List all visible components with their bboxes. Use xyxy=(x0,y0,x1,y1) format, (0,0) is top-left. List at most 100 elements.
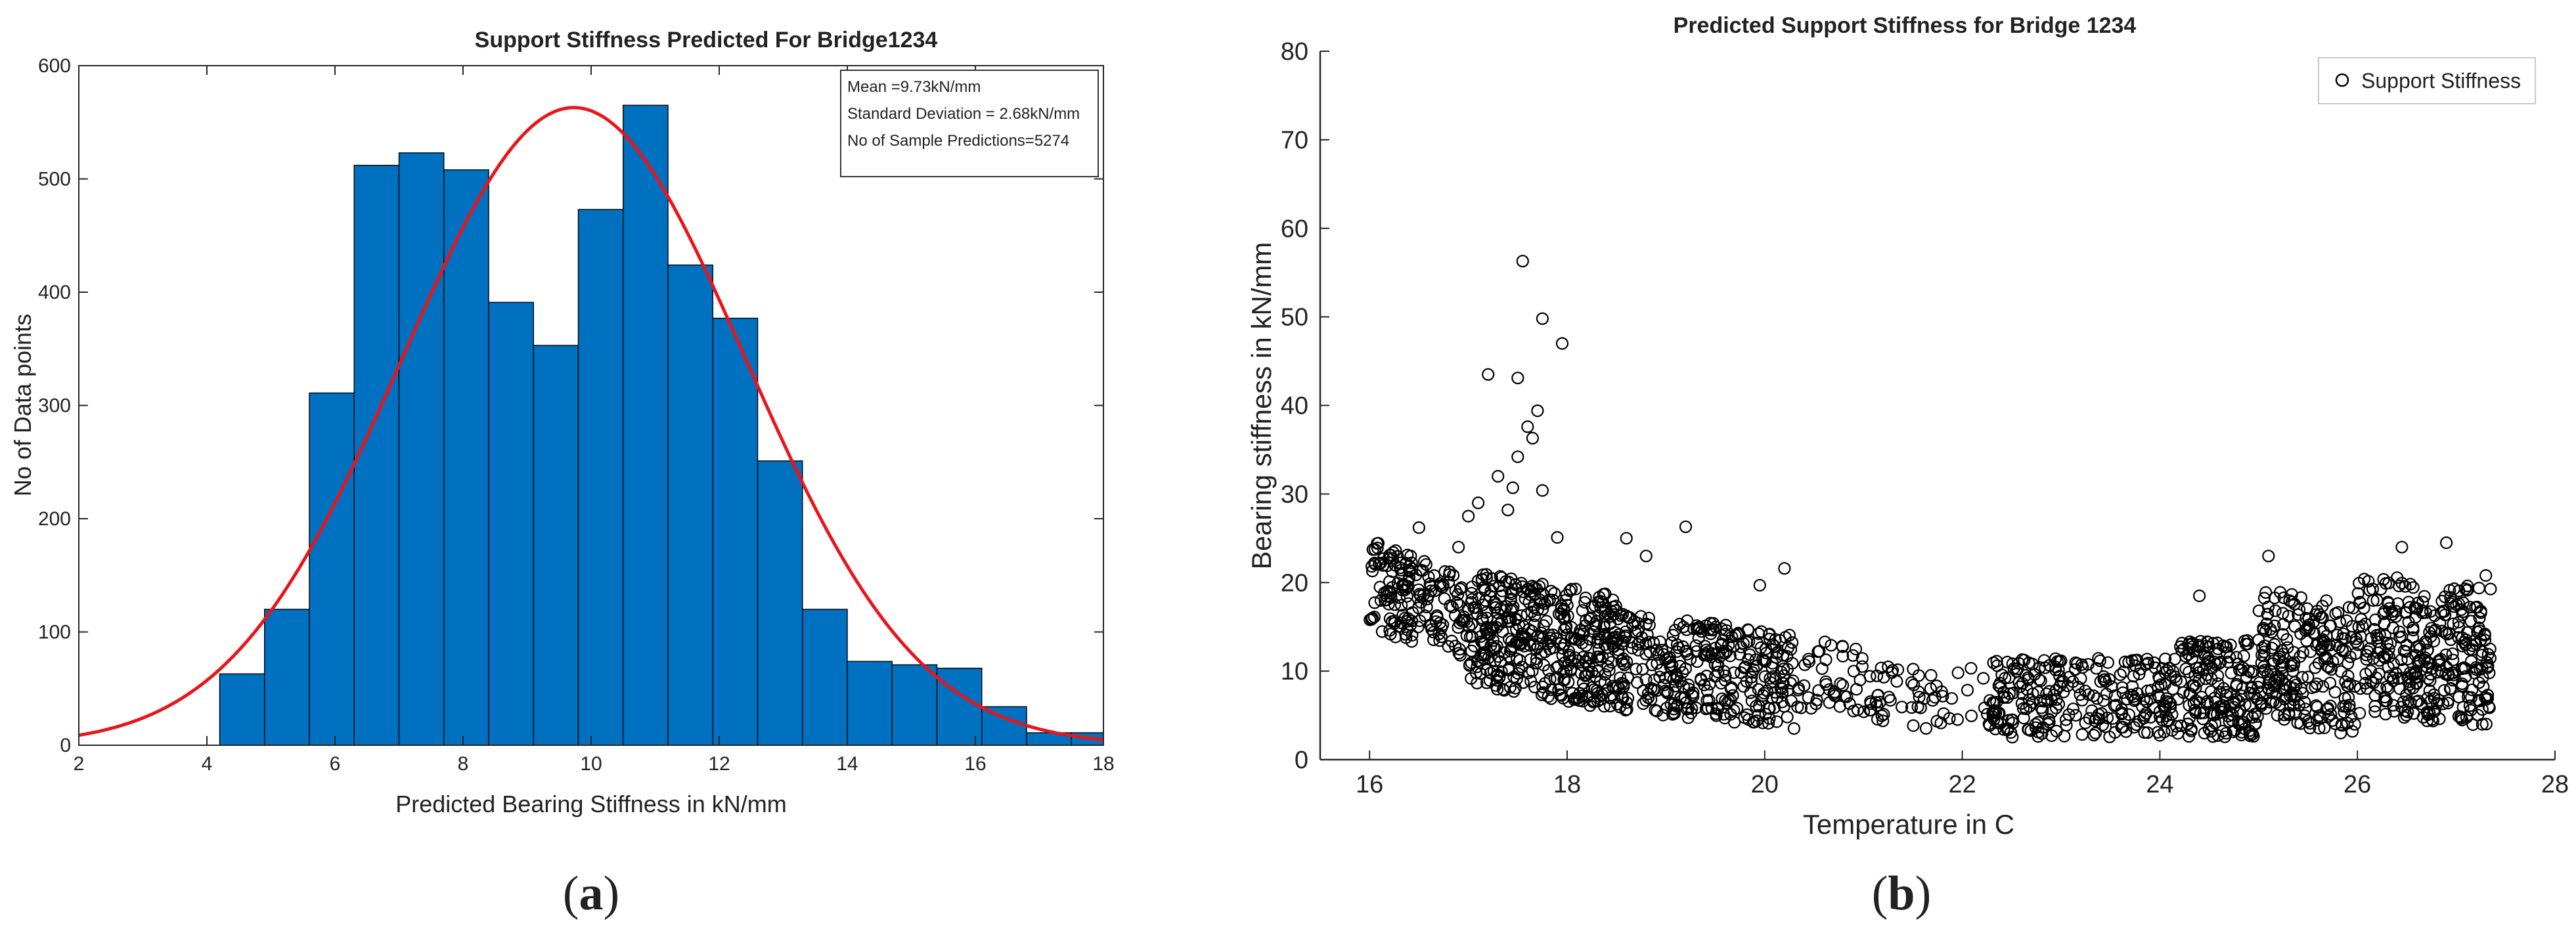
scatter-point xyxy=(2421,643,2434,657)
scatter-point xyxy=(1714,676,1728,690)
scatter-point xyxy=(2294,591,2307,604)
scatter-point xyxy=(2202,722,2215,736)
scatter-point xyxy=(2473,611,2486,624)
scatter-point xyxy=(1607,640,1620,653)
scatter-point xyxy=(1495,589,1508,603)
scatter-point xyxy=(2423,706,2436,720)
scatter-point xyxy=(1416,564,1429,577)
scatter-point xyxy=(1643,618,1656,632)
scatter-point xyxy=(1733,628,1746,641)
scatter-point xyxy=(2213,685,2227,699)
scatter-point xyxy=(1412,601,1425,615)
scatter-point xyxy=(1672,641,1685,655)
scatter-point xyxy=(1389,630,1402,643)
scatter-x-tick-label: 20 xyxy=(1751,771,1779,798)
scatter-point xyxy=(2278,693,2291,706)
scatter-point xyxy=(2195,691,2208,704)
scatter-point xyxy=(1912,669,1925,682)
scatter-point xyxy=(1645,693,1658,706)
scatter-point xyxy=(1997,691,2010,705)
scatter-point xyxy=(2003,671,2016,684)
scatter-point xyxy=(2160,715,2173,728)
histogram-bars xyxy=(219,104,1104,746)
scatter-point xyxy=(2345,710,2358,724)
scatter-point xyxy=(2114,668,2127,682)
scatter-point xyxy=(1819,653,1832,666)
scatter-point xyxy=(1718,674,1732,687)
scatter-point xyxy=(1549,632,1563,645)
scatter-point xyxy=(1536,680,1549,693)
scatter-point xyxy=(1582,666,1595,680)
histogram-y-tick-label: 400 xyxy=(38,282,71,303)
scatter-point xyxy=(2288,620,2301,633)
scatter-point xyxy=(1735,666,1748,680)
scatter-point xyxy=(2036,704,2049,717)
scatter-point xyxy=(1594,674,1607,688)
scatter-point xyxy=(1759,642,1772,655)
scatter-point xyxy=(1562,659,1575,672)
scatter-point xyxy=(1754,641,1767,655)
scatter-point xyxy=(1366,565,1379,578)
scatter-point xyxy=(1692,632,1705,645)
histogram-y-tick-label: 500 xyxy=(38,169,71,190)
scatter-point xyxy=(1417,555,1431,568)
scatter-point xyxy=(1561,609,1574,622)
scatter-point xyxy=(1613,701,1626,714)
scatter-point xyxy=(2481,661,2494,674)
scatter-point xyxy=(2303,722,2317,735)
scatter-point xyxy=(2352,620,2365,634)
scatter-point xyxy=(1603,699,1617,713)
scatter-point xyxy=(1913,690,1926,704)
scatter-point xyxy=(1475,573,1488,586)
scatter-point xyxy=(1480,676,1494,689)
scatter-point xyxy=(1395,599,1408,612)
scatter-point xyxy=(2160,709,2173,723)
scatter-point xyxy=(1625,636,1638,649)
scatter-point xyxy=(2103,730,2116,743)
scatter-point xyxy=(2341,679,2354,693)
scatter-point xyxy=(1556,641,1569,655)
scatter-point xyxy=(2403,601,2416,614)
scatter-point xyxy=(2205,672,2218,685)
scatter-point xyxy=(1412,521,1425,534)
scatter-point xyxy=(1642,611,1655,624)
scatter-point xyxy=(1764,672,1777,685)
scatter-point xyxy=(1438,592,1451,605)
scatter-point xyxy=(1447,569,1460,582)
histogram-bar xyxy=(847,661,893,746)
scatter-point xyxy=(2229,724,2242,737)
scatter-point xyxy=(2351,638,2365,651)
histogram-x-tick-label: 16 xyxy=(964,753,986,775)
scatter-point xyxy=(1712,646,1725,659)
scatter-point xyxy=(2473,695,2486,708)
scatter-point xyxy=(2258,664,2271,677)
scatter-point xyxy=(1528,680,1542,694)
scatter-point xyxy=(1992,679,2005,693)
scatter-point xyxy=(2125,688,2138,701)
scatter-point xyxy=(2259,586,2273,599)
scatter-point xyxy=(1747,716,1760,729)
scatter-point xyxy=(1465,593,1478,606)
scatter-point xyxy=(1560,588,1573,601)
scatter-point xyxy=(1781,710,1794,724)
scatter-point xyxy=(1471,661,1484,674)
scatter-point xyxy=(1548,672,1561,685)
scatter-point xyxy=(2287,682,2300,695)
scatter-point xyxy=(1465,630,1478,643)
scatter-point xyxy=(1582,651,1595,664)
scatter-point xyxy=(2272,673,2285,686)
scatter-point xyxy=(1472,496,1485,510)
scatter-point xyxy=(1535,626,1548,640)
scatter-point xyxy=(1718,664,1731,678)
scatter-point xyxy=(1937,707,1950,720)
scatter-point xyxy=(1725,630,1739,643)
scatter-point xyxy=(1378,586,1391,599)
scatter-point xyxy=(1863,670,1876,683)
scatter-point xyxy=(1919,722,1933,735)
scatter-point xyxy=(1511,636,1524,649)
stats-annotation-box xyxy=(840,70,1099,177)
histogram-ylabel: No of Data points xyxy=(9,314,36,496)
scatter-point xyxy=(1580,668,1593,682)
scatter-point xyxy=(2076,661,2089,674)
scatter-point xyxy=(1700,669,1713,683)
